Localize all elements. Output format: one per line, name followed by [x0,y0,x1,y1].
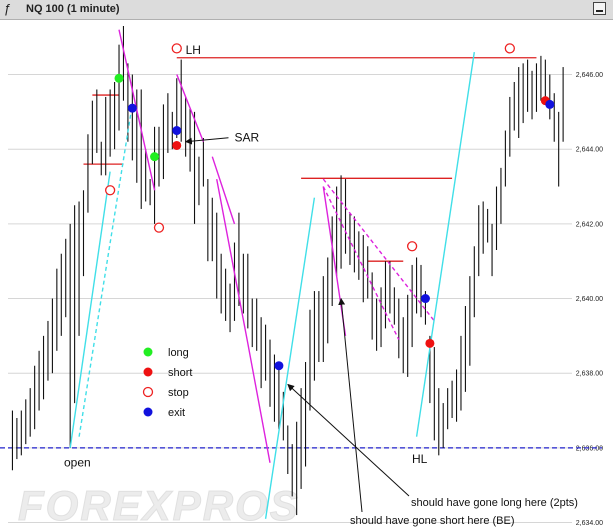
y-tick-label: 2,634.00 [576,520,603,527]
stop-marker [171,43,182,54]
downtrend-line [322,178,435,322]
stop-marker [504,43,515,54]
legend-long-label: long [168,347,189,359]
uptrend-line [69,171,111,449]
y-tick-label: 2,636.00 [576,445,603,452]
long-marker [114,73,124,83]
window-title-bar: ƒ NQ 100 (1 minute) [0,0,613,20]
uptrend-line [415,51,475,437]
stop-marker [153,222,165,233]
annotation-label: should have gone long here (2pts) [411,497,578,509]
y-axis: 2,634.00 2,636.00 2,638.00 2,640.00 2,642.00… [576,72,603,527]
downtrend-line [322,186,400,340]
stop-marker [406,241,418,252]
annotation-label: should have gone short here (BE) [350,515,515,527]
annotation-label: HL [412,452,428,466]
minimize-button[interactable] [593,2,606,15]
y-tick-label: 2,640.00 [576,296,603,303]
window-title: NQ 100 (1 minute) [26,3,120,15]
legend: long short stop exit [142,347,192,419]
legend-exit-label: exit [168,407,185,419]
exit-marker [545,99,555,109]
downtrend-line [216,178,271,463]
long-marker [150,152,160,162]
legend-short-marker [143,367,153,377]
legend-stop-marker [142,386,154,398]
downtrend-line [211,156,236,225]
exit-marker [420,294,430,304]
uptrend-line [78,104,133,437]
legend-long-marker [143,347,153,357]
legend-short-label: short [168,367,192,379]
function-icon: ƒ [4,1,12,16]
annotation-arrow [338,297,363,513]
legend-exit-marker [143,407,153,417]
price-chart: FOREXPROS 2,634.00 2,636.00 2,638.00 2,640.… [0,26,603,530]
downtrend-line [118,29,156,191]
minimize-icon [596,10,603,12]
short-marker [425,338,435,348]
annotation-label: LH [186,43,201,57]
y-tick-label: 2,644.00 [576,147,603,154]
exit-marker [127,103,137,113]
y-tick-label: 2,642.00 [576,221,603,228]
watermark-text: FOREXPROS [18,482,300,529]
stop-marker [104,185,116,196]
short-marker [172,140,182,150]
annotations: LH SAR HL open should have gone long here (2… [64,43,578,527]
y-tick-label: 2,646.00 [576,72,603,79]
annotation-arrow [184,137,229,145]
price-bars [11,26,564,516]
exit-marker [172,126,182,136]
annotation-label: open [64,456,91,470]
y-tick-label: 2,638.00 [576,371,603,378]
annotation-label: SAR [234,131,259,145]
trade-markers [104,43,555,371]
exit-marker [274,361,284,371]
annotation-arrow [287,383,410,497]
downtrend-line [176,74,205,142]
legend-stop-label: stop [168,387,189,399]
uptrend-line [264,197,316,519]
trend-lines [69,29,475,519]
